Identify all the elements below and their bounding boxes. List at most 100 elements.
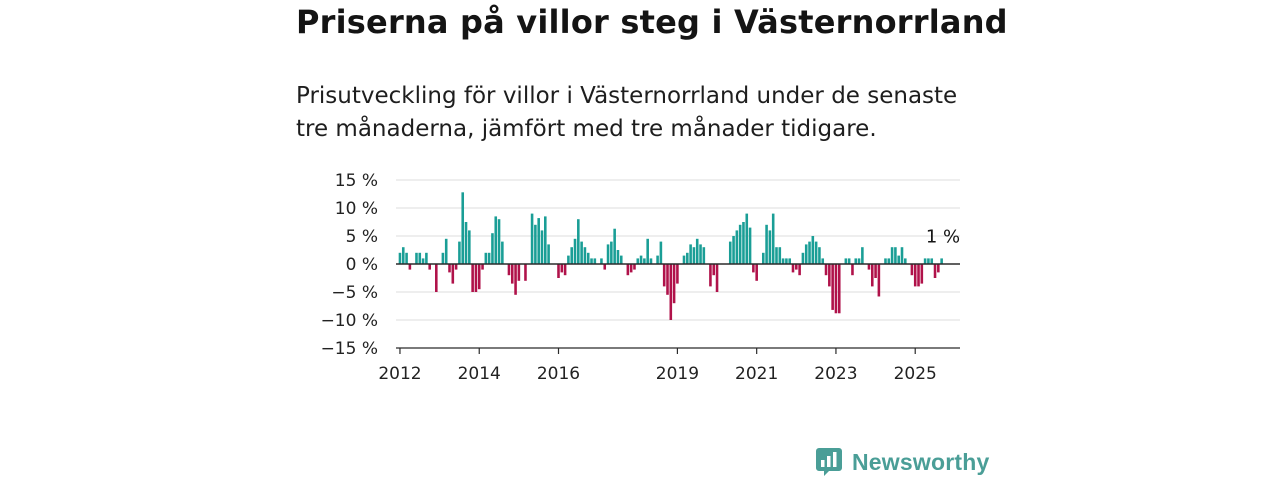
bar xyxy=(844,258,848,264)
bar xyxy=(920,264,924,284)
bar xyxy=(695,238,699,264)
y-tick-label: 15 % xyxy=(335,171,378,191)
bar xyxy=(639,255,643,264)
bar xyxy=(494,216,498,264)
bar xyxy=(603,264,607,270)
bar xyxy=(818,247,821,264)
bar xyxy=(619,255,623,264)
bar xyxy=(910,264,914,276)
bar xyxy=(781,258,785,264)
bar xyxy=(712,264,716,276)
bar xyxy=(798,264,801,276)
bar xyxy=(517,264,521,281)
bar xyxy=(577,219,580,264)
bar xyxy=(583,247,587,264)
bar xyxy=(837,264,841,314)
bar xyxy=(834,264,838,314)
bar xyxy=(828,264,831,287)
bar xyxy=(831,264,834,310)
bar xyxy=(692,247,696,264)
bar xyxy=(593,258,597,264)
bar xyxy=(808,241,811,264)
y-tick-label: 10 % xyxy=(335,199,378,219)
bar xyxy=(600,258,603,264)
x-tick-label: 2019 xyxy=(656,364,699,384)
bar xyxy=(937,264,940,273)
bar xyxy=(544,216,547,264)
bar xyxy=(586,252,590,264)
bar xyxy=(732,236,735,264)
axes xyxy=(396,263,960,354)
bar xyxy=(927,258,930,264)
bar xyxy=(448,264,451,273)
bar xyxy=(923,258,927,264)
bar xyxy=(904,258,907,264)
bar xyxy=(748,227,752,264)
bar xyxy=(857,258,861,264)
bar xyxy=(821,258,825,264)
brand-name: Newsworthy xyxy=(852,448,990,475)
bars xyxy=(398,192,943,320)
bar xyxy=(775,247,778,264)
bar xyxy=(669,264,673,320)
bar xyxy=(728,241,732,264)
bar xyxy=(877,264,881,297)
bar xyxy=(487,252,491,264)
bar xyxy=(771,213,775,264)
bar xyxy=(761,252,765,264)
bar xyxy=(484,252,488,264)
bar xyxy=(742,222,745,264)
bar xyxy=(887,258,891,264)
x-tick-label: 2016 xyxy=(537,364,580,384)
bar xyxy=(854,258,858,264)
bar xyxy=(451,264,455,284)
bar xyxy=(534,224,537,264)
latest-value-label: 1 % xyxy=(926,226,960,247)
bar xyxy=(510,264,514,284)
x-tick-label: 2021 xyxy=(735,364,778,384)
bar xyxy=(464,222,468,264)
bar xyxy=(682,255,686,264)
y-tick-label: −10 % xyxy=(321,311,378,331)
bar xyxy=(791,264,795,273)
bar xyxy=(405,252,408,264)
bar xyxy=(768,230,772,264)
bar xyxy=(477,264,481,290)
bar xyxy=(633,264,636,270)
bar xyxy=(874,264,877,278)
bar xyxy=(408,264,412,270)
bar xyxy=(474,264,478,292)
bar xyxy=(897,255,900,264)
bar xyxy=(441,252,445,264)
bar xyxy=(537,218,540,264)
bar xyxy=(656,255,659,264)
bar xyxy=(933,264,937,278)
bar xyxy=(629,264,633,273)
bar xyxy=(867,264,871,270)
bar xyxy=(689,244,692,264)
bar xyxy=(890,247,894,264)
bar xyxy=(418,252,422,264)
bar xyxy=(811,236,815,264)
bar xyxy=(686,252,689,264)
bar xyxy=(930,258,934,264)
bar xyxy=(847,258,851,264)
bar xyxy=(715,264,719,292)
bar xyxy=(646,238,649,264)
bar xyxy=(738,224,742,264)
bar xyxy=(804,244,808,264)
bar xyxy=(563,264,567,276)
bar xyxy=(861,247,864,264)
bar xyxy=(580,241,583,264)
bar xyxy=(590,258,593,264)
bar xyxy=(560,264,564,273)
bar xyxy=(900,247,904,264)
bar xyxy=(444,238,448,264)
y-tick-label: 5 % xyxy=(346,227,378,247)
bar xyxy=(428,264,431,270)
y-tick-label: −5 % xyxy=(331,283,378,303)
bar xyxy=(606,244,610,264)
bar xyxy=(613,228,616,264)
bar xyxy=(884,258,887,264)
bar xyxy=(573,238,577,264)
